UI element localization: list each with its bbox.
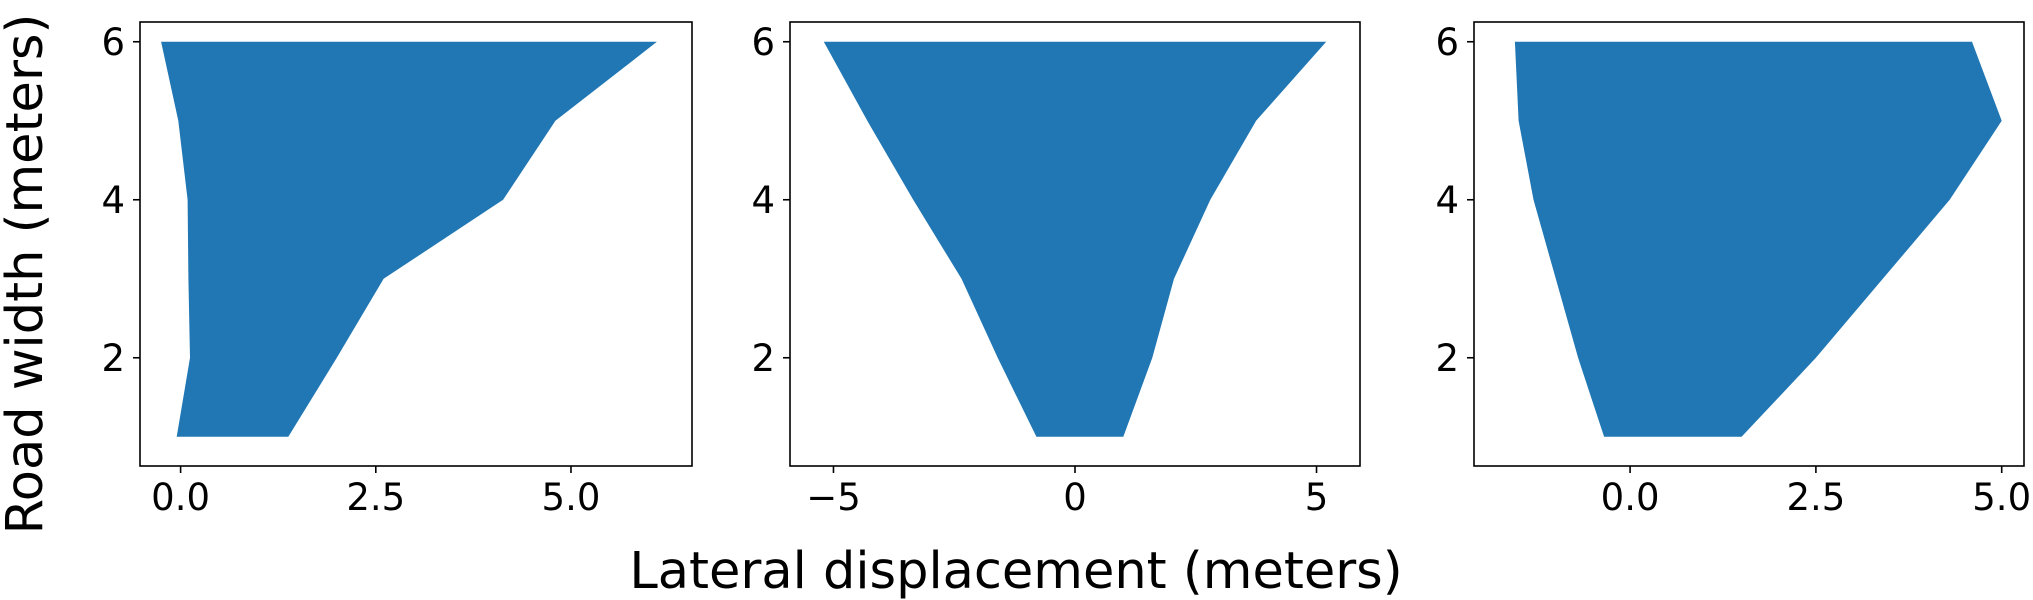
y-tick-label: 4	[101, 179, 125, 222]
panel-3: 0.0 2.5 5.0 2 4 6	[1435, 21, 2031, 519]
x-tick-label: −5	[806, 476, 861, 519]
x-tick-label: 5.0	[542, 476, 601, 519]
x-tick-label: 0	[1063, 476, 1087, 519]
x-tick-label: 5	[1305, 476, 1329, 519]
panel-1-frame	[139, 21, 693, 467]
y-tick-label: 6	[101, 21, 125, 64]
panel-2-area-1	[823, 41, 1327, 437]
x-tick-label: 2.5	[346, 476, 405, 519]
panel-3-frame	[1473, 21, 2025, 467]
y-tick-label: 2	[1435, 337, 1459, 380]
panel-1: 0.0 2.5 5.0 2 4 6	[101, 21, 693, 519]
panels: 0.0 2.5 5.0 2 4 6 −5 0 5 2 4 6 0.0 2.5 5.0 2 4 6	[101, 21, 2031, 519]
x-tick-label: 0.0	[151, 476, 210, 519]
x-tick-label: 0.0	[1601, 476, 1660, 519]
panel-1-area-1	[161, 41, 657, 437]
panel-2: −5 0 5 2 4 6	[751, 21, 1361, 519]
x-tick-label: 2.5	[1786, 476, 1845, 519]
y-tick-label: 2	[751, 337, 775, 380]
panel-3-area-1	[1514, 41, 2002, 437]
y-tick-label: 2	[101, 337, 125, 380]
y-axis-title: Road width (meters)	[0, 14, 55, 535]
y-tick-label: 6	[751, 21, 775, 64]
x-axis-title: Lateral displacement (meters)	[629, 542, 1402, 600]
y-tick-label: 6	[1435, 21, 1459, 64]
y-tick-label: 4	[751, 179, 775, 222]
y-tick-label: 4	[1435, 179, 1459, 222]
x-tick-label: 5.0	[1972, 476, 2031, 519]
